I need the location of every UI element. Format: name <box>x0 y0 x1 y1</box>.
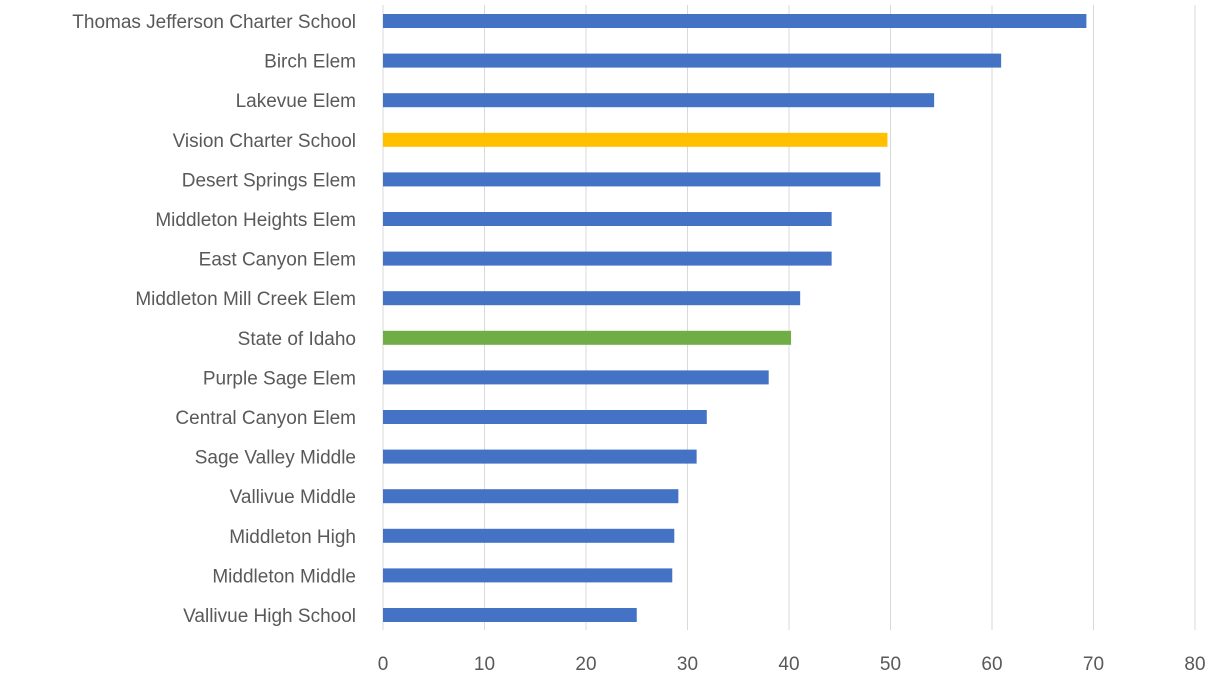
bar <box>383 568 673 583</box>
x-tick-labels: 0 10 20 30 40 50 60 70 80 <box>378 654 1206 675</box>
bar <box>383 14 1087 28</box>
category-label: Vision Charter School <box>173 131 356 152</box>
bar <box>383 251 832 266</box>
category-label: Lakevue Elem <box>236 91 356 112</box>
category-label: State of Idaho <box>238 329 356 350</box>
category-label: Middleton Middle <box>212 566 356 587</box>
bar <box>383 212 832 226</box>
category-label: East Canyon Elem <box>199 250 356 271</box>
category-label: Middleton Heights Elem <box>155 210 356 231</box>
category-label: Birch Elem <box>264 52 356 73</box>
category-label: Middleton Mill Creek Elem <box>135 289 356 310</box>
category-label: Middleton High <box>229 527 356 548</box>
bar <box>383 330 792 345</box>
x-tick-label: 10 <box>474 654 495 673</box>
bar <box>383 410 707 424</box>
category-label: Thomas Jefferson Charter School <box>72 12 356 33</box>
bar <box>383 53 1002 68</box>
bar <box>383 132 888 147</box>
x-tick-label: 30 <box>677 654 698 673</box>
bar <box>383 370 769 385</box>
bar <box>383 608 637 622</box>
category-labels: Thomas Jefferson Charter School Birch Ele… <box>72 12 356 627</box>
x-tick-label: 70 <box>1083 654 1104 673</box>
x-tick-label: 80 <box>1184 654 1205 673</box>
category-label: Desert Springs Elem <box>182 170 356 191</box>
category-label: Sage Valley Middle <box>195 448 356 469</box>
bar <box>383 93 935 108</box>
x-tick-label: 50 <box>880 654 901 673</box>
x-tick-label: 20 <box>575 654 596 673</box>
bar <box>383 528 675 543</box>
bar <box>383 291 801 306</box>
category-label: Vallivue Middle <box>230 487 356 508</box>
category-label: Purple Sage Elem <box>203 368 356 389</box>
gridlines <box>382 5 1196 630</box>
category-label: Central Canyon Elem <box>175 408 356 429</box>
bar <box>383 489 679 504</box>
bar <box>383 449 697 464</box>
category-label: Vallivue High School <box>183 606 356 627</box>
x-tick-label: 0 <box>378 654 389 673</box>
x-tick-label: 60 <box>981 654 1002 673</box>
x-tick-label: 40 <box>778 654 799 673</box>
bars <box>383 14 1087 622</box>
bar <box>383 172 881 187</box>
